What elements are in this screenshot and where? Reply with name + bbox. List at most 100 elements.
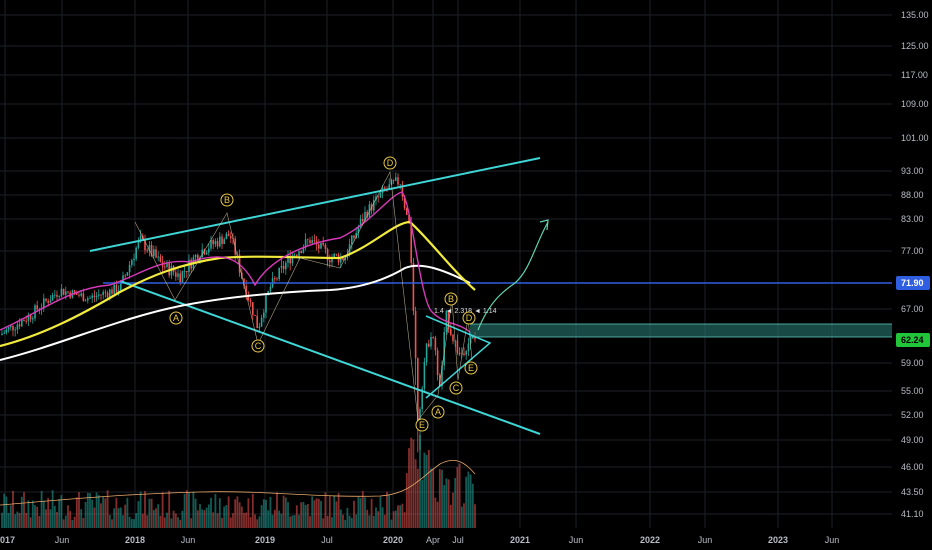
candle-body <box>401 184 404 197</box>
volume-bar <box>113 508 116 528</box>
volume-bar <box>53 505 56 528</box>
volume-bar <box>333 495 336 528</box>
volume-bar <box>47 497 50 528</box>
candle-body <box>49 300 52 303</box>
x-tick-label: 2019 <box>255 535 275 545</box>
candles <box>1 172 476 453</box>
volume-bar <box>331 517 333 528</box>
volume-bar <box>115 497 118 528</box>
volume-bar <box>91 499 94 528</box>
wave-label-text: E <box>468 363 474 373</box>
volume-bar <box>84 501 87 528</box>
candle-body <box>139 235 142 241</box>
volume-bar <box>192 491 195 528</box>
volume-bar <box>64 515 67 528</box>
volume-bar <box>289 516 292 528</box>
volume-bar <box>102 496 105 528</box>
volume-bar <box>414 459 417 528</box>
overlays: 1.4 ◄ 2.318 ◄ 1.14 <box>0 157 892 435</box>
candle-body <box>465 351 467 355</box>
candle-body <box>254 314 256 316</box>
candle-body <box>104 291 107 293</box>
wave-label-circle <box>251 339 265 353</box>
wave-label-text: A <box>173 313 179 323</box>
candle-body <box>351 235 353 245</box>
volume-bar <box>243 512 245 528</box>
volume-bar <box>45 509 47 528</box>
volume-bar <box>267 510 270 528</box>
volume-bar <box>161 492 164 528</box>
ma-mid-line <box>0 220 476 348</box>
candle-body <box>392 179 395 181</box>
candle-body <box>203 249 206 255</box>
volume-bar <box>36 506 39 528</box>
x-tick-label: Apr <box>426 535 440 545</box>
candle-body <box>458 352 461 355</box>
candle-body <box>51 295 54 301</box>
candle-body <box>168 262 170 276</box>
volume-bar <box>326 515 329 528</box>
candle-body <box>227 233 230 237</box>
candle-body <box>98 294 100 296</box>
volume-bar <box>31 500 34 528</box>
candle-body <box>399 184 401 186</box>
wave-label-text: D <box>466 313 473 323</box>
candle-body <box>366 211 368 218</box>
volume-bar <box>375 507 377 528</box>
candle-body <box>320 242 322 249</box>
candle-body <box>450 329 452 335</box>
volume-bar <box>104 498 107 528</box>
volume-bar <box>335 501 338 528</box>
candle-body <box>214 241 217 245</box>
volume-bar <box>386 491 388 528</box>
candle-body <box>344 258 346 261</box>
candle-body <box>432 336 434 339</box>
volume-bar <box>262 499 265 528</box>
volume-bar <box>370 498 373 528</box>
candle-body <box>417 358 419 425</box>
resistance-price-label: 71.90 <box>901 278 924 288</box>
wave-label-circle <box>220 193 234 207</box>
candle-body <box>32 318 34 320</box>
candle-body <box>14 329 16 331</box>
candle-body <box>335 253 338 255</box>
y-tick-label: 77.00 <box>901 246 924 256</box>
volume-bar <box>245 512 248 528</box>
volume-bar <box>108 514 111 528</box>
volume-bar <box>251 493 254 528</box>
volume-bar <box>95 492 98 528</box>
volume-bar <box>174 513 177 528</box>
candle-body <box>148 244 151 251</box>
volume-bar <box>205 507 208 528</box>
volume-bar <box>227 496 230 528</box>
volume-bar <box>317 498 320 528</box>
candle-body <box>16 324 19 330</box>
wave-label-circle <box>415 418 429 432</box>
candle-body <box>364 211 366 222</box>
candle-body <box>410 223 412 263</box>
supply-zone <box>470 324 892 337</box>
candle-body <box>289 255 291 264</box>
volume-bar <box>177 517 179 528</box>
candle-body <box>469 338 472 344</box>
volume-bar <box>419 434 421 528</box>
volume-bar <box>71 519 74 528</box>
wave-connector <box>134 170 473 421</box>
candle-body <box>216 241 219 247</box>
candle-body <box>362 219 364 222</box>
x-tick-label: Jun <box>698 535 713 545</box>
volume-bar <box>97 495 100 528</box>
candle-body <box>73 290 76 293</box>
candle-body <box>186 271 188 272</box>
candle-body <box>269 287 272 291</box>
volume-bar <box>152 509 155 528</box>
candle-body <box>397 177 399 185</box>
volume-bar <box>75 497 78 528</box>
volume-bar <box>38 516 41 528</box>
candle-body <box>278 267 280 280</box>
candle-body <box>27 315 30 322</box>
candle-body <box>166 262 168 267</box>
volume-bar <box>383 514 386 528</box>
candle-body <box>421 388 423 410</box>
